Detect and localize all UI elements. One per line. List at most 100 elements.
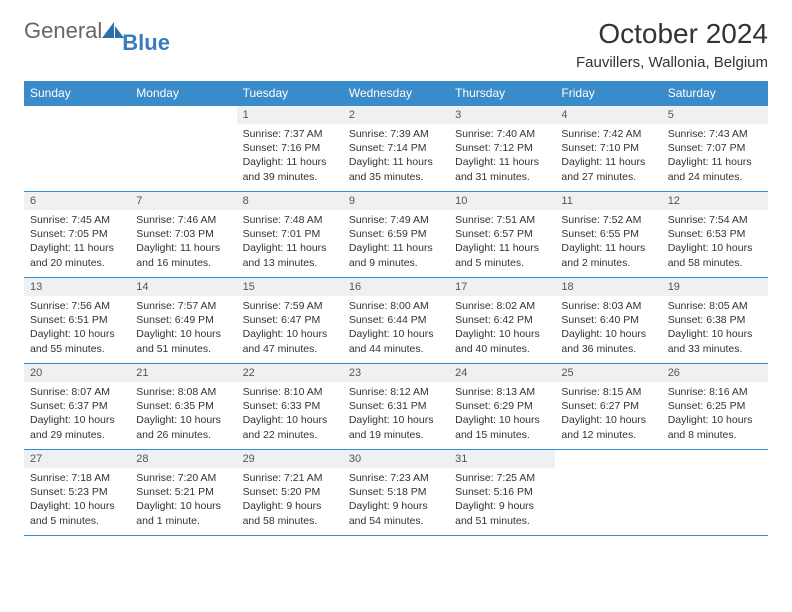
day-number: 20	[24, 364, 130, 382]
weekday-header: Saturday	[662, 81, 768, 106]
day-body: Sunrise: 8:05 AMSunset: 6:38 PMDaylight:…	[662, 296, 768, 360]
sunset-text: Sunset: 6:25 PM	[668, 399, 762, 413]
sunset-text: Sunset: 7:16 PM	[243, 141, 337, 155]
daylight-text: Daylight: 10 hours and 22 minutes.	[243, 413, 337, 441]
sunset-text: Sunset: 6:42 PM	[455, 313, 549, 327]
calendar-day-cell: 1Sunrise: 7:37 AMSunset: 7:16 PMDaylight…	[237, 106, 343, 192]
sunrise-text: Sunrise: 8:02 AM	[455, 299, 549, 313]
calendar-day-cell: 5Sunrise: 7:43 AMSunset: 7:07 PMDaylight…	[662, 106, 768, 192]
daylight-text: Daylight: 11 hours and 35 minutes.	[349, 155, 443, 183]
sunset-text: Sunset: 7:05 PM	[30, 227, 124, 241]
sunset-text: Sunset: 7:03 PM	[136, 227, 230, 241]
day-body: Sunrise: 8:08 AMSunset: 6:35 PMDaylight:…	[130, 382, 236, 446]
calendar-week-row: 13Sunrise: 7:56 AMSunset: 6:51 PMDayligh…	[24, 278, 768, 364]
sunset-text: Sunset: 6:27 PM	[561, 399, 655, 413]
daylight-text: Daylight: 11 hours and 31 minutes.	[455, 155, 549, 183]
day-number: 28	[130, 450, 236, 468]
sunrise-text: Sunrise: 7:25 AM	[455, 471, 549, 485]
calendar-day-cell: 2Sunrise: 7:39 AMSunset: 7:14 PMDaylight…	[343, 106, 449, 192]
calendar-day-cell: 18Sunrise: 8:03 AMSunset: 6:40 PMDayligh…	[555, 278, 661, 364]
day-body: Sunrise: 8:13 AMSunset: 6:29 PMDaylight:…	[449, 382, 555, 446]
day-body: Sunrise: 7:52 AMSunset: 6:55 PMDaylight:…	[555, 210, 661, 274]
daylight-text: Daylight: 10 hours and 15 minutes.	[455, 413, 549, 441]
day-body: Sunrise: 7:46 AMSunset: 7:03 PMDaylight:…	[130, 210, 236, 274]
daylight-text: Daylight: 10 hours and 26 minutes.	[136, 413, 230, 441]
logo-sail-icon	[102, 22, 124, 40]
sunset-text: Sunset: 6:51 PM	[30, 313, 124, 327]
daylight-text: Daylight: 11 hours and 5 minutes.	[455, 241, 549, 269]
day-body: Sunrise: 7:21 AMSunset: 5:20 PMDaylight:…	[237, 468, 343, 532]
day-body: Sunrise: 7:45 AMSunset: 7:05 PMDaylight:…	[24, 210, 130, 274]
day-body: Sunrise: 8:02 AMSunset: 6:42 PMDaylight:…	[449, 296, 555, 360]
daylight-text: Daylight: 9 hours and 54 minutes.	[349, 499, 443, 527]
header: General Blue October 2024 Fauvillers, Wa…	[24, 18, 768, 71]
sunset-text: Sunset: 5:18 PM	[349, 485, 443, 499]
logo-text-blue: Blue	[122, 30, 170, 56]
calendar-day-cell: 9Sunrise: 7:49 AMSunset: 6:59 PMDaylight…	[343, 192, 449, 278]
calendar-day-cell: 10Sunrise: 7:51 AMSunset: 6:57 PMDayligh…	[449, 192, 555, 278]
day-body: Sunrise: 8:07 AMSunset: 6:37 PMDaylight:…	[24, 382, 130, 446]
sunset-text: Sunset: 7:10 PM	[561, 141, 655, 155]
day-number: 15	[237, 278, 343, 296]
day-number: 26	[662, 364, 768, 382]
day-body: Sunrise: 7:18 AMSunset: 5:23 PMDaylight:…	[24, 468, 130, 532]
calendar-day-cell: 29Sunrise: 7:21 AMSunset: 5:20 PMDayligh…	[237, 450, 343, 536]
sunrise-text: Sunrise: 8:10 AM	[243, 385, 337, 399]
weekday-header: Thursday	[449, 81, 555, 106]
day-body: Sunrise: 7:51 AMSunset: 6:57 PMDaylight:…	[449, 210, 555, 274]
calendar-day-cell: 24Sunrise: 8:13 AMSunset: 6:29 PMDayligh…	[449, 364, 555, 450]
day-number: 23	[343, 364, 449, 382]
day-number: 14	[130, 278, 236, 296]
calendar-day-cell: 6Sunrise: 7:45 AMSunset: 7:05 PMDaylight…	[24, 192, 130, 278]
calendar-week-row: 1Sunrise: 7:37 AMSunset: 7:16 PMDaylight…	[24, 106, 768, 192]
day-number: 3	[449, 106, 555, 124]
calendar-day-cell: 20Sunrise: 8:07 AMSunset: 6:37 PMDayligh…	[24, 364, 130, 450]
calendar-day-cell: 31Sunrise: 7:25 AMSunset: 5:16 PMDayligh…	[449, 450, 555, 536]
day-body: Sunrise: 8:03 AMSunset: 6:40 PMDaylight:…	[555, 296, 661, 360]
calendar-table: Sunday Monday Tuesday Wednesday Thursday…	[24, 81, 768, 536]
calendar-day-cell: 16Sunrise: 8:00 AMSunset: 6:44 PMDayligh…	[343, 278, 449, 364]
sunrise-text: Sunrise: 7:18 AM	[30, 471, 124, 485]
sunrise-text: Sunrise: 8:12 AM	[349, 385, 443, 399]
location-label: Fauvillers, Wallonia, Belgium	[576, 54, 768, 71]
sunset-text: Sunset: 6:37 PM	[30, 399, 124, 413]
calendar-day-cell: 8Sunrise: 7:48 AMSunset: 7:01 PMDaylight…	[237, 192, 343, 278]
sunrise-text: Sunrise: 7:42 AM	[561, 127, 655, 141]
sunset-text: Sunset: 7:12 PM	[455, 141, 549, 155]
day-body: Sunrise: 8:12 AMSunset: 6:31 PMDaylight:…	[343, 382, 449, 446]
sunrise-text: Sunrise: 7:46 AM	[136, 213, 230, 227]
calendar-week-row: 6Sunrise: 7:45 AMSunset: 7:05 PMDaylight…	[24, 192, 768, 278]
day-number: 27	[24, 450, 130, 468]
sunset-text: Sunset: 6:57 PM	[455, 227, 549, 241]
day-number: 2	[343, 106, 449, 124]
daylight-text: Daylight: 10 hours and 1 minute.	[136, 499, 230, 527]
day-number: 29	[237, 450, 343, 468]
sunset-text: Sunset: 5:20 PM	[243, 485, 337, 499]
calendar-day-cell: 11Sunrise: 7:52 AMSunset: 6:55 PMDayligh…	[555, 192, 661, 278]
day-body: Sunrise: 7:42 AMSunset: 7:10 PMDaylight:…	[555, 124, 661, 188]
day-body: Sunrise: 7:20 AMSunset: 5:21 PMDaylight:…	[130, 468, 236, 532]
day-number: 17	[449, 278, 555, 296]
day-body: Sunrise: 8:15 AMSunset: 6:27 PMDaylight:…	[555, 382, 661, 446]
sunset-text: Sunset: 6:29 PM	[455, 399, 549, 413]
day-body: Sunrise: 7:48 AMSunset: 7:01 PMDaylight:…	[237, 210, 343, 274]
logo: General Blue	[24, 18, 172, 44]
sunset-text: Sunset: 6:59 PM	[349, 227, 443, 241]
day-body: Sunrise: 7:56 AMSunset: 6:51 PMDaylight:…	[24, 296, 130, 360]
calendar-day-cell: 25Sunrise: 8:15 AMSunset: 6:27 PMDayligh…	[555, 364, 661, 450]
sunrise-text: Sunrise: 7:51 AM	[455, 213, 549, 227]
daylight-text: Daylight: 10 hours and 47 minutes.	[243, 327, 337, 355]
sunrise-text: Sunrise: 8:05 AM	[668, 299, 762, 313]
calendar-week-row: 20Sunrise: 8:07 AMSunset: 6:37 PMDayligh…	[24, 364, 768, 450]
sunrise-text: Sunrise: 7:56 AM	[30, 299, 124, 313]
sunrise-text: Sunrise: 7:40 AM	[455, 127, 549, 141]
sunrise-text: Sunrise: 8:07 AM	[30, 385, 124, 399]
day-number: 22	[237, 364, 343, 382]
daylight-text: Daylight: 10 hours and 12 minutes.	[561, 413, 655, 441]
daylight-text: Daylight: 9 hours and 58 minutes.	[243, 499, 337, 527]
calendar-day-cell: 22Sunrise: 8:10 AMSunset: 6:33 PMDayligh…	[237, 364, 343, 450]
calendar-day-cell: 23Sunrise: 8:12 AMSunset: 6:31 PMDayligh…	[343, 364, 449, 450]
sunset-text: Sunset: 6:53 PM	[668, 227, 762, 241]
daylight-text: Daylight: 11 hours and 13 minutes.	[243, 241, 337, 269]
weekday-header: Wednesday	[343, 81, 449, 106]
